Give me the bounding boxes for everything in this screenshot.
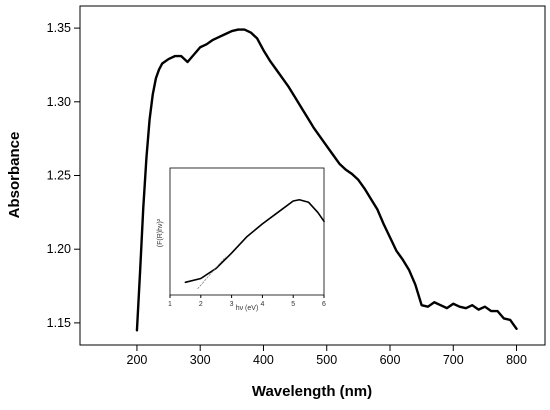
inset-x-axis-title: hν (eV) (236, 305, 259, 312)
inset-x-tick-label: 5 (291, 301, 295, 308)
x-tick-label: 800 (506, 353, 527, 367)
x-tick-label: 500 (316, 353, 337, 367)
y-tick-label: 1.25 (47, 169, 71, 183)
x-tick-label: 600 (380, 353, 401, 367)
x-tick-label: 200 (127, 353, 148, 367)
y-axis-title: Absorbance (6, 132, 23, 219)
inset-x-tick-label: 4 (260, 301, 264, 308)
y-tick-label: 1.30 (47, 95, 71, 109)
inset-plot: 1 2 3 4 5 6 (168, 167, 326, 308)
x-tick-label: 700 (443, 353, 464, 367)
inset-y-axis-title: (F(R)hν)² (157, 218, 164, 247)
y-tick-label: 1.35 (47, 21, 71, 35)
y-tick-label: 1.15 (47, 316, 71, 330)
inset-x-tick-label: 6 (322, 301, 326, 308)
inset-plot-frame (169, 167, 325, 296)
series-line-0 (135, 28, 518, 332)
inset-x-tick-label: 2 (199, 301, 203, 308)
x-tick-label: 300 (190, 353, 211, 367)
x-axis-title: Wavelength (nm) (252, 383, 372, 400)
inset-series-line-1 (197, 256, 226, 289)
inset-x-tick-label: 1 (168, 301, 172, 308)
x-tick-label: 400 (253, 353, 274, 367)
inset-x-tick-label: 3 (230, 301, 234, 308)
y-tick-label: 1.20 (47, 242, 71, 256)
